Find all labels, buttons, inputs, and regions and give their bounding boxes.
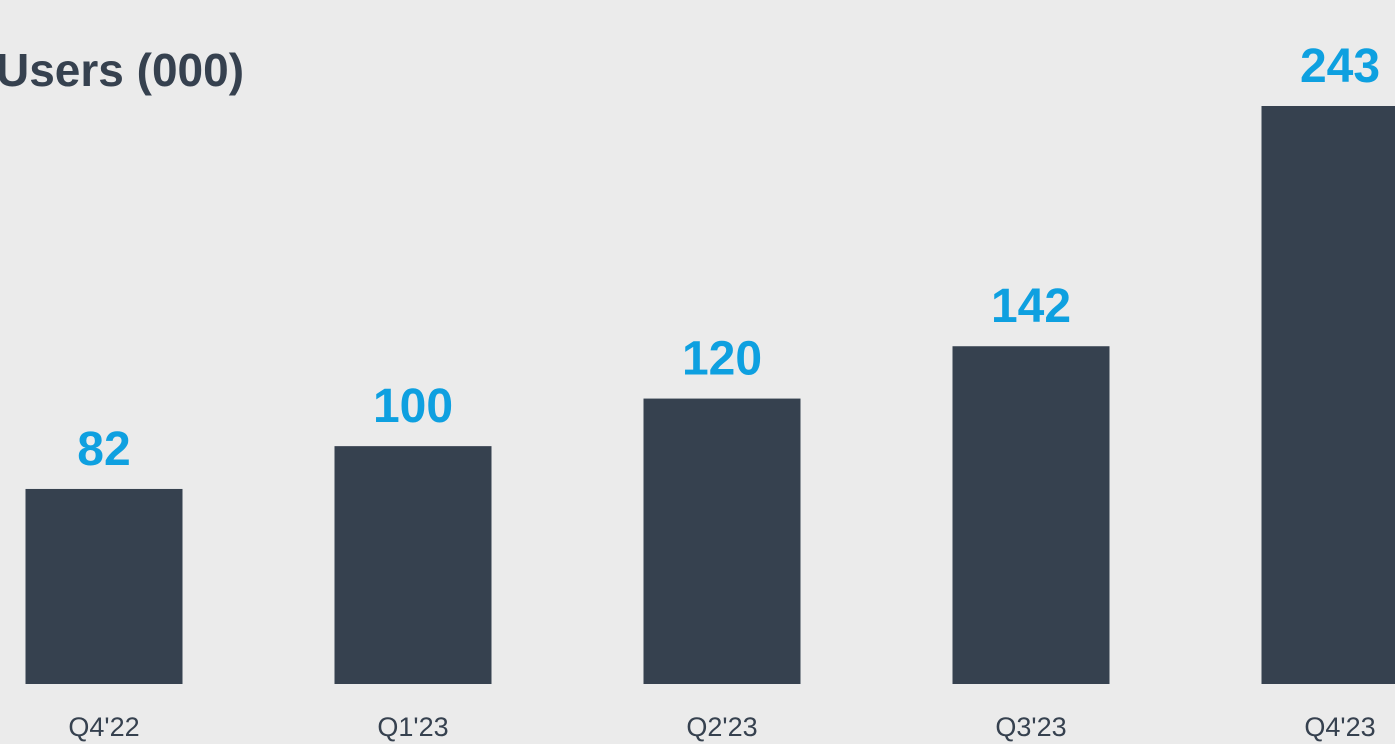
data-label: 142 [991,280,1071,333]
x-tick-label: Q4'22 [68,712,139,742]
x-tick-label: Q2'23 [686,712,757,742]
bar [25,488,183,684]
data-label: 243 [1300,40,1380,93]
data-label: 100 [373,380,453,433]
bar [1261,106,1395,684]
chart-title: Users (000) [0,44,244,96]
bar [643,398,801,684]
bar [334,446,492,684]
bar [952,346,1110,684]
data-label: 82 [77,423,130,476]
data-label: 120 [682,333,762,386]
x-tick-label: Q4'23 [1304,712,1375,742]
x-tick-label: Q3'23 [995,712,1066,742]
x-tick-label: Q1'23 [377,712,448,742]
